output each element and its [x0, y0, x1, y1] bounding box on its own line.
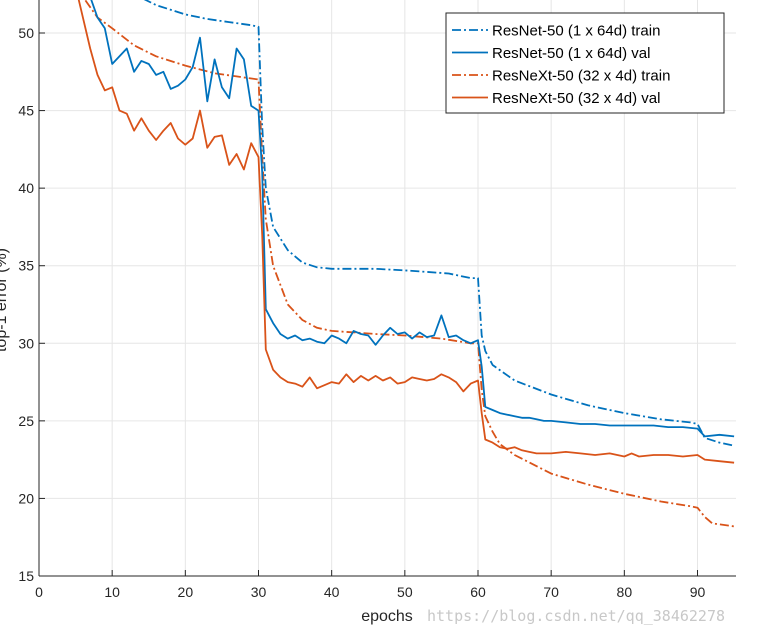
y-tick-label-50: 50 [18, 25, 34, 41]
y-tick-label-45: 45 [18, 103, 34, 119]
watermark-text: https://blog.csdn.net/qq_38462278 [427, 607, 725, 625]
x-tick-label-40: 40 [324, 584, 340, 600]
y-tick-label-30: 30 [18, 335, 34, 351]
x-tick-labels: 0 10 20 30 40 50 60 70 80 90 [35, 584, 705, 600]
legend-label-1: ResNet-50 (1 x 64d) train [492, 23, 660, 40]
x-tick-label-0: 0 [35, 584, 43, 600]
series-line-2 [90, 0, 735, 438]
x-tick-label-10: 10 [104, 584, 120, 600]
series-line-3 [84, 0, 735, 528]
y-tick-label-25: 25 [18, 413, 34, 429]
legend-label-2: ResNet-50 (1 x 64d) val [492, 45, 650, 62]
y-tick-label-20: 20 [18, 490, 34, 506]
series-line-4 [77, 0, 735, 464]
legend: ResNet-50 (1 x 64d) train ResNet-50 (1 x … [445, 12, 725, 114]
x-tick-label-90: 90 [690, 584, 706, 600]
legend-label-4: ResNeXt-50 (32 x 4d) val [492, 90, 660, 107]
x-tick-label-70: 70 [543, 584, 559, 600]
series-layer [77, 0, 735, 528]
y-tick-label-40: 40 [18, 180, 34, 196]
legend-label-3: ResNeXt-50 (32 x 4d) train [492, 68, 670, 85]
x-tick-label-30: 30 [251, 584, 267, 600]
y-tick-label-35: 35 [18, 258, 34, 274]
x-tick-label-50: 50 [397, 584, 413, 600]
legend-box [445, 12, 725, 114]
x-tick-label-60: 60 [470, 584, 486, 600]
y-tick-label-15: 15 [18, 568, 34, 584]
x-tick-label-20: 20 [178, 584, 194, 600]
y-tick-labels: 15 20 25 30 35 40 45 50 [18, 25, 34, 584]
y-axis-label: top-1 error (%) [0, 248, 10, 352]
x-axis-label: epochs [361, 608, 413, 625]
ticks [38, 32, 698, 577]
x-tick-label-80: 80 [617, 584, 633, 600]
